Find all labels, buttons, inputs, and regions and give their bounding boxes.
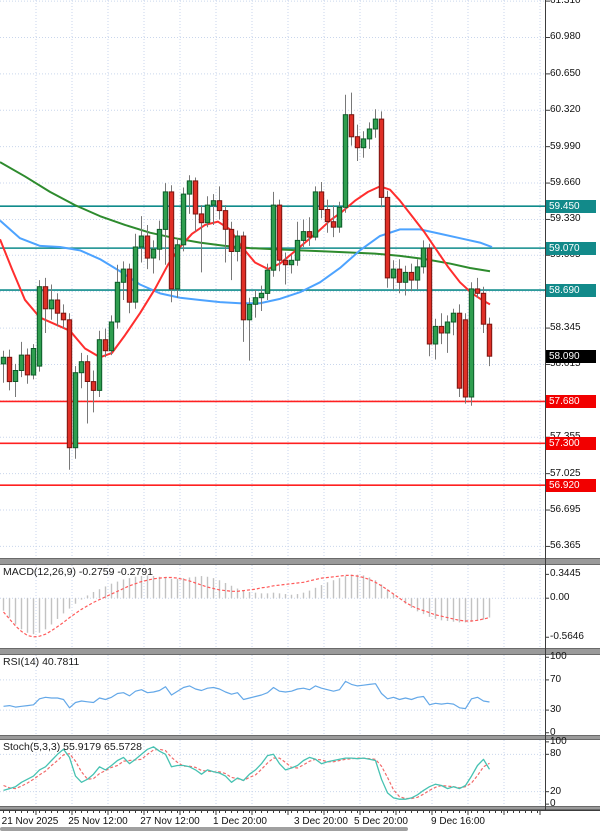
bull-candle — [402, 271, 409, 283]
bull-candle — [30, 348, 37, 376]
bull-candle — [156, 228, 163, 250]
bull-candle — [114, 281, 121, 323]
bear-candle — [282, 259, 289, 266]
bear-candle — [126, 268, 133, 303]
bull-candle — [138, 235, 145, 248]
bear-candle — [426, 247, 433, 345]
bear-candle — [102, 339, 109, 352]
bull-candle — [414, 266, 421, 281]
bear-candle — [438, 325, 445, 334]
stoch-k-line — [3, 746, 491, 800]
fast-ma-red — [0, 185, 491, 359]
macd-signal-line — [3, 574, 490, 638]
bear-candle — [462, 319, 469, 398]
bull-candle — [270, 204, 277, 271]
bear-candle — [324, 209, 331, 223]
bull-candle — [432, 325, 439, 345]
bear-candle — [276, 204, 283, 261]
panel-separator[interactable] — [0, 648, 600, 655]
bull-candle — [258, 292, 265, 299]
slow-ma-green — [0, 161, 491, 273]
bull-candle — [288, 259, 295, 266]
bear-candle — [222, 210, 229, 230]
bear-candle — [474, 288, 481, 294]
bear-candle — [228, 228, 235, 252]
bull-candle — [174, 244, 181, 290]
bear-candle — [60, 312, 67, 321]
panel-separator[interactable] — [0, 735, 600, 740]
bear-candle — [480, 292, 487, 325]
bull-candle — [12, 370, 19, 382]
bull-candle — [468, 288, 475, 398]
bull-candle — [246, 303, 253, 321]
bull-candle — [360, 138, 367, 149]
horizontal-scrollbar-thumb[interactable] — [0, 827, 408, 831]
panel-separator[interactable] — [0, 558, 600, 565]
bear-candle — [84, 361, 91, 383]
bull-candle — [48, 299, 55, 310]
bear-candle — [486, 323, 493, 357]
bear-candle — [90, 381, 97, 391]
bull-candle — [78, 361, 85, 374]
bull-candle — [210, 200, 217, 206]
bull-candle — [294, 239, 301, 261]
bull-candle — [0, 356, 7, 365]
bear-candle — [396, 268, 403, 283]
panel-separator[interactable] — [0, 806, 600, 810]
bull-candle — [96, 339, 103, 391]
bull-candle — [372, 118, 379, 130]
bull-candle — [342, 114, 349, 208]
bear-candle — [24, 354, 31, 376]
bear-candle — [42, 286, 49, 310]
bull-candle — [234, 235, 241, 252]
bear-candle — [198, 213, 205, 224]
bear-candle — [330, 221, 337, 228]
bear-candle — [354, 136, 361, 149]
bull-candle — [300, 231, 307, 241]
bull-candle — [252, 297, 259, 305]
bull-candle — [132, 246, 139, 303]
bear-candle — [66, 319, 73, 449]
bull-candle — [18, 354, 25, 372]
bull-candle — [390, 268, 397, 279]
bear-candle — [6, 356, 13, 383]
bear-candle — [348, 114, 355, 138]
bear-candle — [456, 312, 463, 389]
bull-candle — [36, 286, 43, 367]
bear-candle — [54, 299, 61, 314]
bull-candle — [120, 268, 127, 283]
bear-candle — [240, 235, 247, 321]
bull-candle — [312, 191, 319, 238]
rsi-line — [3, 680, 490, 710]
bull-candle — [150, 248, 157, 259]
bear-candle — [192, 180, 199, 215]
bull-candle — [444, 321, 451, 334]
bear-candle — [216, 200, 223, 212]
bull-candle — [264, 269, 271, 294]
bear-candle — [144, 235, 151, 259]
bear-candle — [306, 231, 313, 238]
bull-candle — [366, 128, 373, 140]
bull-candle — [336, 206, 343, 228]
bear-candle — [168, 191, 175, 290]
bull-candle — [204, 204, 211, 224]
bull-candle — [72, 372, 79, 449]
bull-candle — [420, 247, 427, 268]
bull-candle — [450, 312, 457, 323]
bear-candle — [378, 118, 385, 198]
bear-candle — [408, 271, 415, 281]
candles-layer — [0, 92, 493, 470]
bear-candle — [318, 191, 325, 210]
bull-candle — [180, 193, 187, 246]
bull-candle — [108, 321, 115, 352]
bear-candle — [384, 196, 391, 279]
bull-candle — [162, 191, 169, 230]
bull-candle — [186, 180, 193, 195]
